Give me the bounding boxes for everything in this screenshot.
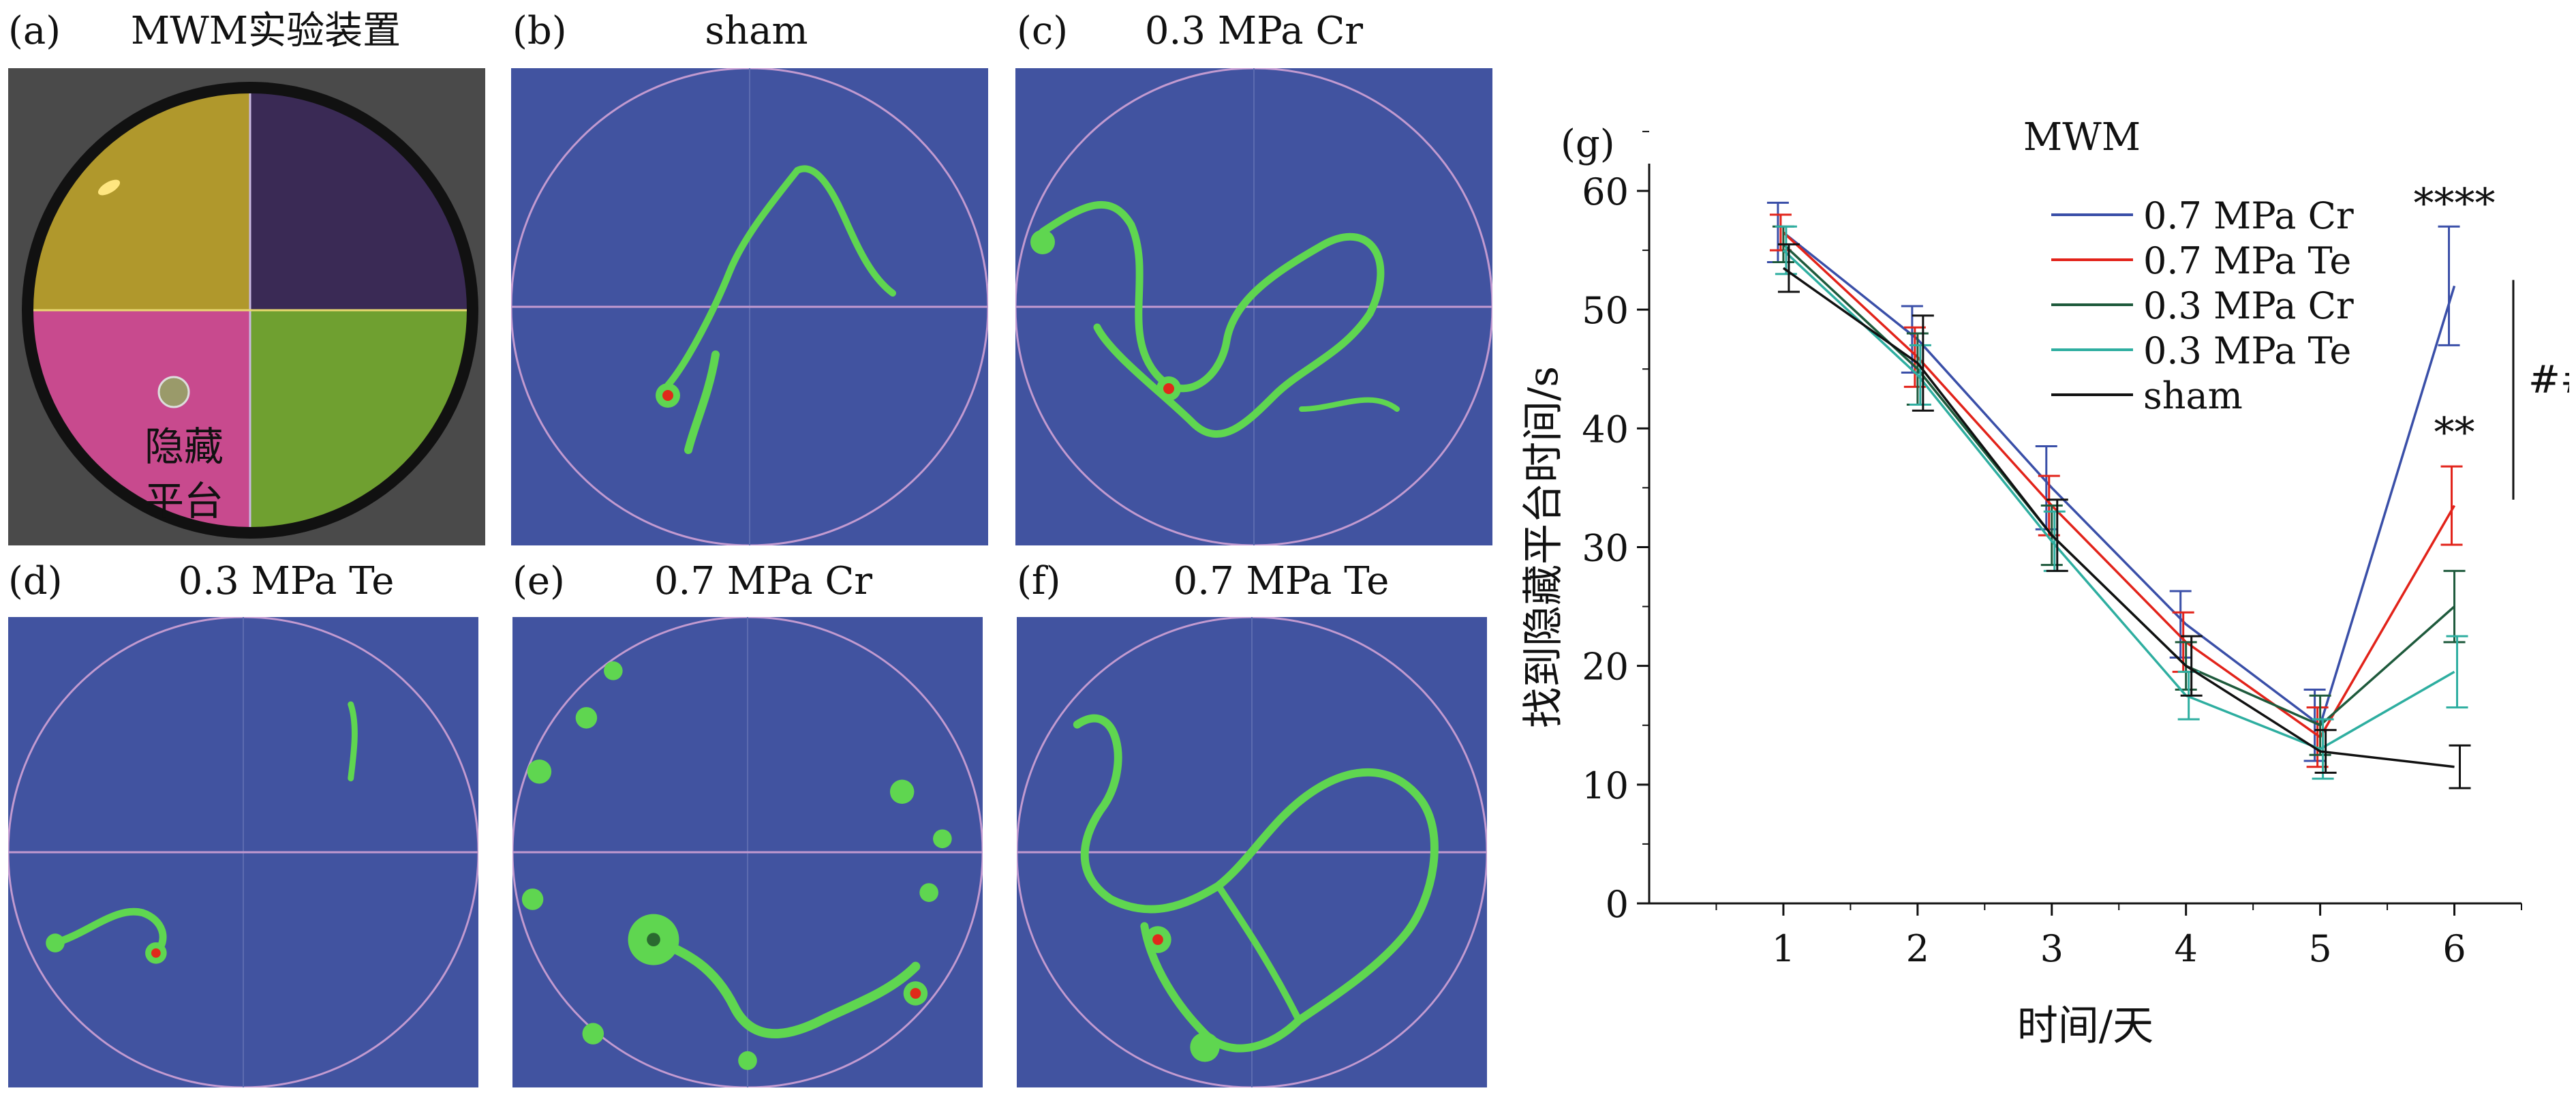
series-line — [1782, 267, 2455, 768]
x-tick-label: 1 — [1772, 927, 1795, 970]
panel-e-label: (e) — [512, 559, 565, 603]
panel-f-title: 0.7 MPa Te — [1173, 559, 1390, 603]
y-tick-label: 0 — [1606, 883, 1629, 926]
y-tick-label: 40 — [1582, 408, 1629, 451]
x-axis-label: 时间/天 — [2017, 1002, 2153, 1050]
significance-hash: ## — [2528, 358, 2569, 402]
y-tick-label: 10 — [1582, 764, 1629, 807]
y-tick-label: 60 — [1582, 170, 1629, 213]
series-line — [1782, 231, 2456, 727]
hidden-platform-label-line2: 平台 — [144, 478, 224, 524]
y-tick-label: 20 — [1582, 646, 1629, 689]
y-tick-label: 50 — [1582, 289, 1629, 332]
heatmap-0-7-mpa-cr — [512, 617, 983, 1087]
chart-title: MWM — [2023, 115, 2141, 160]
heatmap-sham — [511, 68, 988, 545]
legend-label: 0.3 MPa Te — [2143, 329, 2351, 372]
x-tick-label: 2 — [1906, 927, 1929, 970]
panel-a-title: MWM实验装置 — [130, 9, 401, 53]
panel-c-title: 0.3 MPa Cr — [1144, 9, 1364, 53]
mwm-line-chart: 0 10 20 30 40 50 60 1 2 3 4 5 6 (g) MWM 时间/天 找到隐藏平台时间/s 0… — [1520, 115, 2569, 1050]
series-line — [1782, 249, 2455, 751]
significance-stars-mid: ** — [2434, 408, 2475, 456]
panel-c-label: (c) — [1017, 9, 1069, 53]
panel-f-label: (f) — [1017, 559, 1061, 603]
x-tick-label: 3 — [2040, 927, 2064, 970]
heatmap-0-3-mpa-te — [8, 617, 478, 1087]
panel-g-label: (g) — [1561, 122, 1615, 166]
significance-stars-top: **** — [2414, 179, 2496, 227]
hidden-platform-label-line1: 隐藏 — [144, 423, 224, 470]
heatmap-0-3-mpa-cr — [1015, 68, 1492, 545]
series-line — [1782, 243, 2455, 727]
series-line — [1782, 231, 2456, 739]
legend-label: 0.3 MPa Cr — [2143, 284, 2354, 327]
legend-label: 0.7 MPa Te — [2143, 239, 2351, 282]
x-tick-label: 4 — [2175, 927, 2198, 970]
mwm-apparatus-photo — [8, 68, 485, 545]
panel-b-title: sham — [705, 9, 808, 53]
y-tick-label: 30 — [1582, 527, 1629, 570]
legend-label: sham — [2143, 374, 2243, 417]
panel-d-title: 0.3 MPa Te — [178, 559, 395, 603]
panel-b-label: (b) — [512, 9, 567, 53]
legend-label: 0.7 MPa Cr — [2143, 194, 2354, 237]
x-tick-label: 5 — [2308, 927, 2331, 970]
heatmap-0-7-mpa-te — [1017, 617, 1487, 1087]
x-tick-label: 6 — [2442, 927, 2466, 970]
panel-e-title: 0.7 MPa Cr — [654, 559, 873, 603]
panel-d-label: (d) — [8, 559, 63, 603]
panel-a-label: (a) — [8, 9, 61, 53]
y-axis-label: 找到隐藏平台时间/s — [1520, 366, 1567, 728]
